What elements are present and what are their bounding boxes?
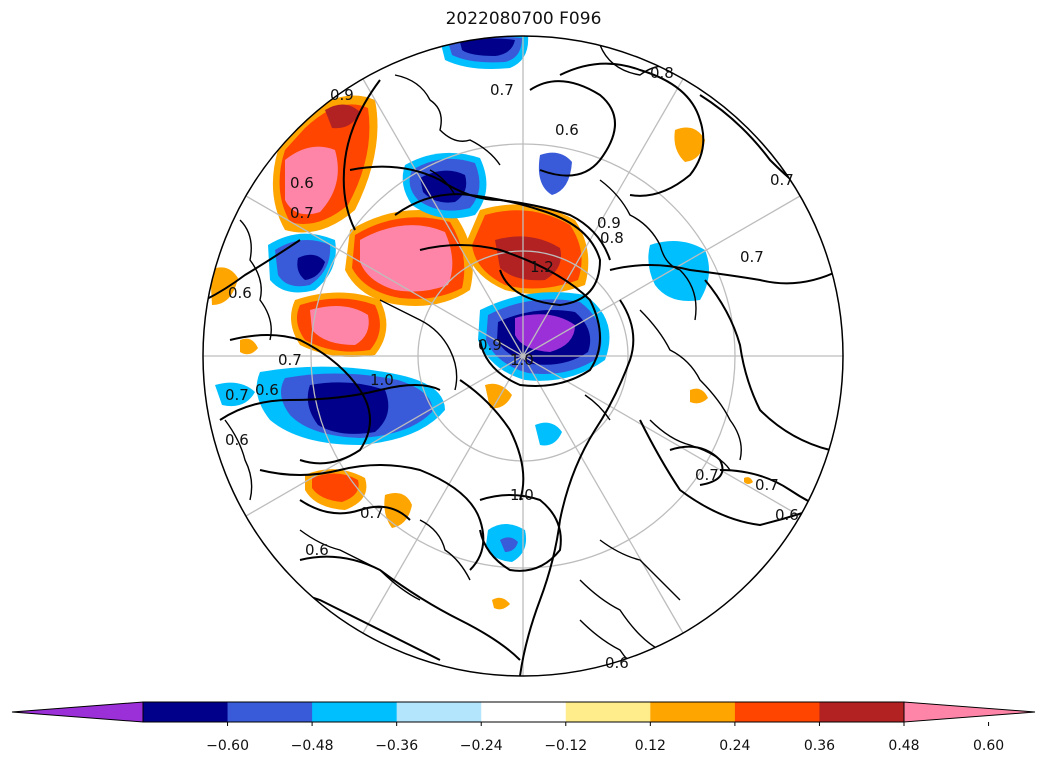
contour-label: 1.2	[530, 258, 554, 276]
contour-label: 0.7	[360, 504, 384, 522]
colorbar-extend-max	[903, 701, 1036, 723]
colorbar-cell	[565, 702, 651, 722]
contour-label: 1.0	[370, 371, 394, 389]
colorbar-tick-label: 0.24	[719, 738, 750, 754]
polar-stereographic-map: 0.8 0.7 0.6 0.7 0.7 0.9 0.6 0.7 0.8 0.9 …	[202, 35, 844, 677]
coastlines	[224, 44, 742, 671]
contour-label: 0.6	[255, 381, 279, 399]
contour-label: 1.0	[510, 351, 534, 369]
colorbar-cell	[650, 702, 736, 722]
colorbar-cell	[734, 702, 820, 722]
contour-label: 0.6	[305, 541, 329, 559]
contour-label: 0.7	[290, 204, 314, 222]
colorbar-cell	[481, 702, 567, 722]
colorbar-tick-label: −0.60	[206, 738, 249, 754]
colorbar-cell	[312, 702, 398, 722]
contour-labels: 0.8 0.7 0.6 0.7 0.7 0.9 0.6 0.7 0.8 0.9 …	[225, 64, 799, 672]
contour-label: 0.7	[225, 386, 249, 404]
contour-label: 0.9	[478, 336, 502, 354]
colorbar-cell	[819, 702, 905, 722]
colorbar-tick-label: −0.48	[291, 738, 334, 754]
contour-label: 0.9	[597, 214, 621, 232]
colorbar-tick-label: −0.12	[544, 738, 587, 754]
contour-label: 0.6	[228, 284, 252, 302]
colorbar-cell	[227, 702, 313, 722]
colorbar-cell	[143, 702, 229, 722]
graticule	[203, 36, 843, 676]
colorbar-cell	[396, 702, 482, 722]
contour-label: 0.7	[695, 466, 719, 484]
contour-label: 0.6	[225, 431, 249, 449]
colorbar-tick-label: 0.12	[635, 738, 666, 754]
contour-label: 0.6	[290, 174, 314, 192]
colorbar-extend-min	[11, 701, 144, 723]
contour-label: 0.6	[605, 654, 629, 672]
contour-label: 0.7	[278, 351, 302, 369]
contour-label: 0.8	[650, 64, 674, 82]
contour-label: 1.0	[510, 486, 534, 504]
map-title: 2022080700 F096	[445, 9, 602, 29]
colorbar-tick-label: 0.60	[973, 738, 1004, 754]
contour-label: 0.7	[755, 476, 779, 494]
map-boundary	[202, 35, 844, 677]
contour-label: 0.9	[330, 86, 354, 104]
colorbar-frame	[142, 701, 905, 723]
contour-label: 0.7	[490, 81, 514, 99]
colorbar-tick-label: 0.48	[888, 738, 919, 754]
colorbar-tick-label: 0.36	[804, 738, 835, 754]
colorbar-tick-label: −0.36	[375, 738, 418, 754]
contour-label: 0.8	[600, 229, 624, 247]
contour-label: 0.7	[740, 248, 764, 266]
colorbar-tick-label: −0.24	[460, 738, 503, 754]
contour-label: 0.6	[775, 506, 799, 524]
contour-label: 0.6	[555, 121, 579, 139]
